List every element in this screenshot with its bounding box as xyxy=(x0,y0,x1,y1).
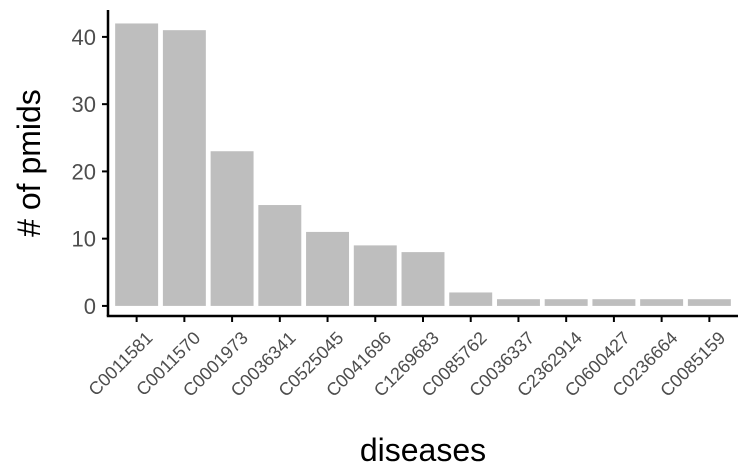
bar-C0085159 xyxy=(687,299,731,306)
y-tick-label: 20 xyxy=(72,159,96,184)
x-axis-ticks: C0011581C0011570C0001973C0036341C0525045… xyxy=(85,316,729,401)
bar-C0600427 xyxy=(592,299,636,306)
bars-layer xyxy=(115,23,731,306)
y-tick-label: 40 xyxy=(72,25,96,50)
bar-C0011581 xyxy=(115,23,159,306)
bar-C0036337 xyxy=(496,299,540,306)
bar-C0001973 xyxy=(210,151,254,306)
bar-C0525045 xyxy=(306,231,350,306)
x-axis-title: diseases xyxy=(360,432,486,465)
y-axis-title: # of pmids xyxy=(11,89,47,237)
bar-C2362914 xyxy=(544,299,588,306)
bar-C0011570 xyxy=(162,30,206,306)
bar-C0085762 xyxy=(449,292,493,306)
y-tick-label: 0 xyxy=(84,294,96,319)
bar-C1269683 xyxy=(401,252,445,306)
bar-C0236664 xyxy=(640,299,684,306)
y-axis-ticks: 0 10 20 30 40 xyxy=(72,25,108,319)
y-tick-label: 30 xyxy=(72,92,96,117)
bar-C0036341 xyxy=(258,205,302,306)
y-tick-label: 10 xyxy=(72,227,96,252)
bar-C0041696 xyxy=(353,245,397,306)
